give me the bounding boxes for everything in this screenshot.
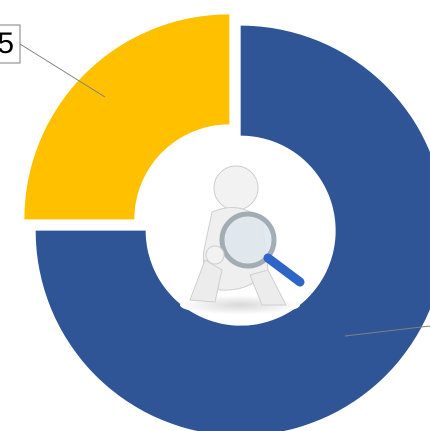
donut	[24, 14, 430, 431]
center-illustration	[180, 165, 305, 315]
data-label: 5	[0, 27, 14, 60]
leader-line	[19, 43, 106, 98]
label-box	[0, 24, 21, 64]
donut-segment	[24, 14, 230, 220]
leader-line	[344, 325, 430, 337]
donut-segment	[35, 25, 430, 431]
annotation: 5	[0, 24, 430, 337]
